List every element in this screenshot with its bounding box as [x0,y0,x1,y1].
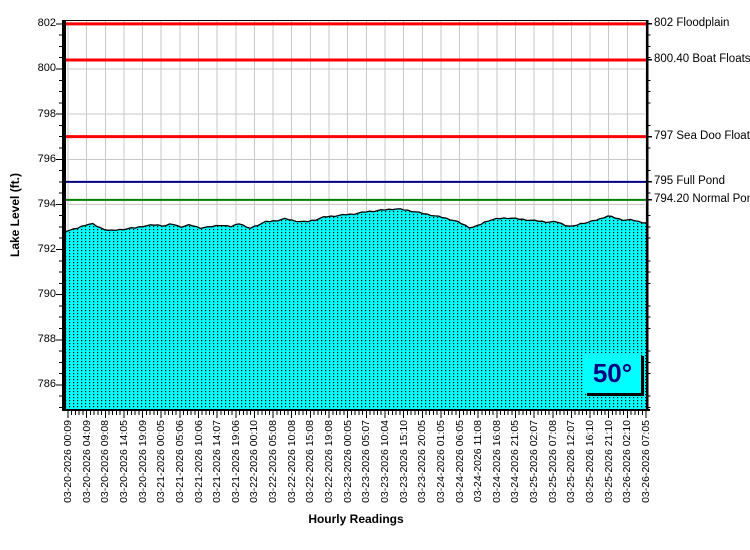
x-tick-label: 03-20-2026 19:09 [136,420,149,503]
y-tick-label: 792 [37,243,56,256]
y-tick-label: 788 [37,333,56,346]
y-tick-label: 794 [37,197,56,210]
x-tick-label: 03-20-2026 09:08 [99,420,112,503]
x-tick-label: 03-25-2026 16:10 [584,420,597,503]
x-tick-label: 03-21-2026 19:06 [229,420,242,503]
x-tick-label: 03-23-2026 20:05 [416,420,429,503]
x-axis-line [62,409,650,411]
x-tick-label: 03-25-2026 12:07 [565,420,578,503]
x-tick-label: 03-25-2026 02:07 [528,420,541,503]
y-tick-label: 796 [37,152,56,165]
reference-label-795-full-pond: 795 Full Pond [654,174,725,187]
x-tick-label: 03-25-2026 07:08 [546,420,559,503]
x-tick-label: 03-20-2026 14:05 [117,420,130,503]
x-tick-label: 03-21-2026 05:06 [173,420,186,503]
x-tick-label: 03-26-2026 02:10 [621,420,634,503]
x-tick-label: 03-22-2026 15:08 [304,420,317,503]
x-tick-label: 03-22-2026 19:08 [323,420,336,503]
x-tick-label: 03-22-2026 10:08 [285,420,298,503]
x-axis-title: Hourly Readings [308,512,404,526]
y-tick-label: 798 [37,107,56,120]
x-tick-label: 03-23-2026 10:04 [378,420,391,503]
x-tick-label: 03-21-2026 10:06 [192,420,205,503]
lake-level-line [65,208,646,233]
x-tick-label: 03-24-2026 16:08 [490,420,503,503]
y-axis-line [62,20,66,411]
x-tick-label: 03-26-2026 07:05 [640,420,652,503]
x-tick-label: 03-24-2026 06:05 [453,420,466,503]
lake-level-area [66,208,646,410]
y-tick-label: 800 [37,62,56,75]
reference-label-794-20-normal-pond: 794.20 Normal Pond [654,192,750,205]
x-tick-label: 03-20-2026 00:09 [62,420,74,503]
temperature-badge: 50° [584,353,641,393]
y-tick-label: 786 [37,378,56,391]
x-tick-label: 03-24-2026 21:05 [509,420,522,503]
y-tick-label: 802 [37,17,56,30]
x-tick-label: 03-20-2026 04:09 [80,420,93,503]
x-tick-label: 03-23-2026 00:05 [341,420,354,503]
reference-label-802-floodplain: 802 Floodplain [654,16,730,29]
x-tick-label: 03-21-2026 00:05 [155,420,168,503]
x-tick-label: 03-21-2026 14:07 [211,420,224,503]
x-tick-label: 03-22-2026 00:10 [248,420,261,503]
x-tick-label: 03-24-2026 11:08 [472,420,485,503]
x-tick-label: 03-22-2026 05:08 [267,420,280,503]
reference-label-797-sea-doo-floats: 797 Sea Doo Floats [654,129,750,142]
x-tick-label: 03-23-2026 15:10 [397,420,410,503]
plot-border-right [646,20,649,410]
x-tick-label: 03-23-2026 05:07 [360,420,373,503]
reference-label-800-40-boat-floats: 800.40 Boat Floats [654,52,750,65]
y-axis-title: Lake Level (ft.) [8,172,22,258]
x-tick-label: 03-25-2026 21:10 [602,420,615,503]
y-tick-label: 790 [37,288,56,301]
x-tick-label: 03-24-2026 01:05 [434,420,447,503]
